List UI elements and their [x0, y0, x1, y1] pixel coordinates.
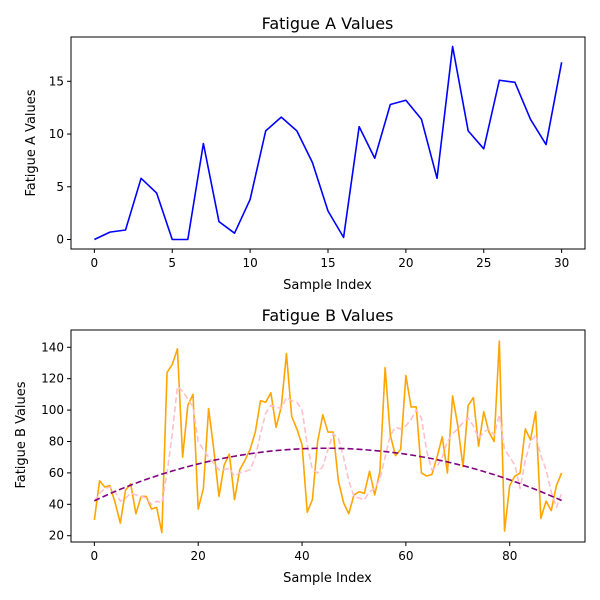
chart-title: Fatigue A Values	[262, 14, 394, 33]
y-tick-label: 0	[56, 233, 64, 247]
x-tick-label: 15	[320, 256, 335, 270]
y-tick-label: 10	[49, 127, 64, 141]
series-line	[93, 385, 563, 509]
x-tick-label: 80	[502, 549, 517, 563]
series-line	[94, 447, 562, 502]
x-tick-label: 40	[294, 549, 309, 563]
x-tick-label: 20	[191, 549, 206, 563]
x-tick-label: 5	[168, 256, 176, 270]
chart-fatigue-b: Fatigue B Values Sample Index Fatigue B …	[14, 306, 586, 586]
x-tick-label: 60	[398, 549, 413, 563]
series-line	[93, 340, 563, 534]
x-axis-label: Sample Index	[283, 571, 372, 586]
x-tick-label: 20	[398, 256, 413, 270]
x-tick-label: 0	[91, 549, 99, 563]
y-tick-label: 120	[41, 372, 64, 386]
y-tick-label: 80	[49, 434, 64, 448]
y-tick-label: 100	[41, 403, 64, 417]
series-line	[94, 45, 563, 241]
plot-area: 0 20 40 60 80 20 40 60 80 100 120 140	[41, 329, 586, 563]
chart-title: Fatigue B Values	[262, 306, 394, 325]
y-tick-label: 20	[49, 529, 64, 543]
y-tick-label: 15	[49, 74, 64, 88]
y-tick-label: 40	[49, 497, 64, 511]
plot-frame	[70, 329, 586, 543]
x-axis-label: Sample Index	[283, 278, 372, 293]
chart-fatigue-a: Fatigue A Values Sample Index Fatigue A …	[24, 14, 586, 293]
x-tick-label: 30	[554, 256, 569, 270]
x-tick-label: 0	[91, 256, 99, 270]
x-tick-label: 25	[476, 256, 491, 270]
plot-area: 0 5 10 15 20 25 30 0 5 10 15	[49, 36, 586, 270]
x-tick-label: 10	[242, 256, 257, 270]
y-axis-label: Fatigue A Values	[24, 89, 39, 196]
y-tick-label: 60	[49, 466, 64, 480]
y-tick-label: 140	[41, 340, 64, 354]
y-axis-label: Fatigue B Values	[14, 381, 29, 488]
y-tick-label: 5	[56, 180, 64, 194]
